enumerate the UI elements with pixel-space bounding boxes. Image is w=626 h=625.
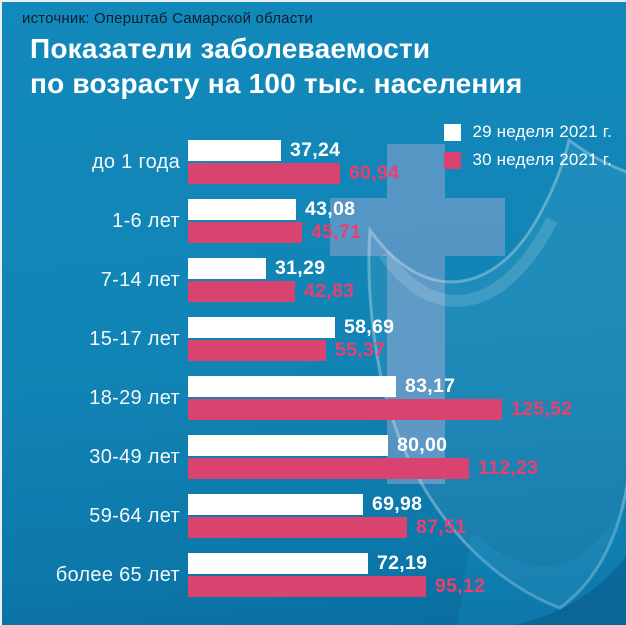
bar-week30 [188,222,302,243]
chart-title-line1: Показатели заболеваемости [30,33,431,64]
chart-row: 30-49 лет 80,00 112,23 [2,434,626,479]
value-label-week29: 69,98 [372,493,423,515]
bar-line-week30: 55,37 [188,339,626,361]
bar-week30 [188,576,426,597]
bar-week30 [188,281,295,302]
shield-bottom-glow [457,503,626,625]
category-label: более 65 лет [55,563,180,586]
legend-item-week30: 30 неделя 2021 г. [444,150,612,170]
bar-group: 58,69 55,37 [188,316,626,361]
bar-line-week30: 42,83 [188,280,626,302]
bar-line-week30: 112,23 [188,457,626,479]
value-label-week30: 125,52 [511,398,573,420]
bar-line-week30: 87,51 [188,516,626,538]
bar-group: 69,98 87,51 [188,493,626,538]
value-label-week30: 60,94 [349,162,400,184]
bar-line-week29: 69,98 [188,493,626,515]
legend-label-week29: 29 неделя 2021 г. [472,122,612,141]
value-label-week29: 72,19 [377,552,428,574]
bar-week29 [188,376,396,397]
bar-line-week29: 58,69 [188,316,626,338]
bar-line-week30: 125,52 [188,398,626,420]
legend-label-week30: 30 неделя 2021 г. [472,150,612,169]
value-label-week29: 83,17 [405,375,456,397]
bar-group: 37,24 60,94 [188,139,626,184]
value-label-week30: 112,23 [478,457,539,479]
bar-week30 [188,163,340,184]
bar-line-week29: 83,17 [188,375,626,397]
chart-row: 15-17 лет 58,69 55,37 [2,316,626,361]
bottom-wave [513,556,626,625]
bar-line-week29: 72,19 [188,552,626,574]
bar-week30 [188,517,407,538]
category-label: 18-29 лет [89,386,180,409]
chart-row: 18-29 лет 83,17 125,52 [2,375,626,420]
bar-line-week29: 43,08 [188,198,626,220]
category-label: 30-49 лет [89,445,180,468]
bar-week29 [188,199,296,220]
bar-group: 72,19 95,12 [188,552,626,597]
bar-group: 83,17 125,52 [188,375,626,420]
chart-title-line2: по возрасту на 100 тыс. населения [30,67,523,99]
category-label: 7-14 лет [100,268,180,291]
legend-item-week29: 29 неделя 2021 г. [444,122,612,142]
bar-line-week30: 95,12 [188,575,626,597]
value-label-week29: 43,08 [305,198,356,220]
bar-week29 [188,494,363,515]
value-label-week29: 37,24 [290,139,341,161]
value-label-week30: 42,83 [304,280,355,302]
value-label-week29: 31,29 [275,257,326,279]
chart-row: 59-64 лет 69,98 87,51 [2,493,626,538]
legend: 29 неделя 2021 г. 30 неделя 2021 г. [444,122,612,170]
chart-title: Показатели заболеваемости по возрасту на … [30,32,523,101]
bar-week29 [188,553,368,574]
category-label: 59-64 лет [89,504,180,527]
value-label-week30: 87,51 [416,516,467,538]
chart-row: 7-14 лет 31,29 42,83 [2,257,626,302]
bar-line-week29: 31,29 [188,257,626,279]
bar-group: 43,08 45,71 [188,198,626,243]
category-label: 15-17 лет [89,327,180,350]
value-label-week30: 45,71 [311,221,362,243]
value-label-week30: 95,12 [435,575,486,597]
bar-line-week30: 45,71 [188,221,626,243]
bar-line-week29: 37,24 [188,139,626,161]
bar-week29 [188,140,281,161]
bar-week30 [188,399,502,420]
legend-swatch-week30 [444,151,462,169]
medical-cross-icon [330,144,505,484]
bar-week29 [188,435,388,456]
shield-inner-arc [379,217,558,307]
value-label-week29: 58,69 [344,316,395,338]
category-label: до 1 года [91,150,180,173]
category-label: 1-6 лет [112,209,180,232]
chart-row: до 1 года 37,24 60,94 [2,139,626,184]
bar-line-week30: 60,94 [188,162,626,184]
value-label-week30: 55,37 [335,339,386,361]
source-credit: источник: Оперштаб Самарской области [22,10,314,27]
bar-group: 80,00 112,23 [188,434,626,479]
value-label-week29: 80,00 [397,434,448,456]
bar-chart: до 1 года 37,24 60,94 1-6 лет 43,08 45,7… [2,139,626,597]
bar-week30 [188,340,326,361]
bar-week29 [188,317,335,338]
bar-line-week29: 80,00 [188,434,626,456]
bar-week29 [188,258,266,279]
chart-row: более 65 лет 72,19 95,12 [2,552,626,597]
chart-row: 1-6 лет 43,08 45,71 [2,198,626,243]
legend-swatch-week29 [444,123,462,141]
bar-group: 31,29 42,83 [188,257,626,302]
bar-week30 [188,458,469,479]
